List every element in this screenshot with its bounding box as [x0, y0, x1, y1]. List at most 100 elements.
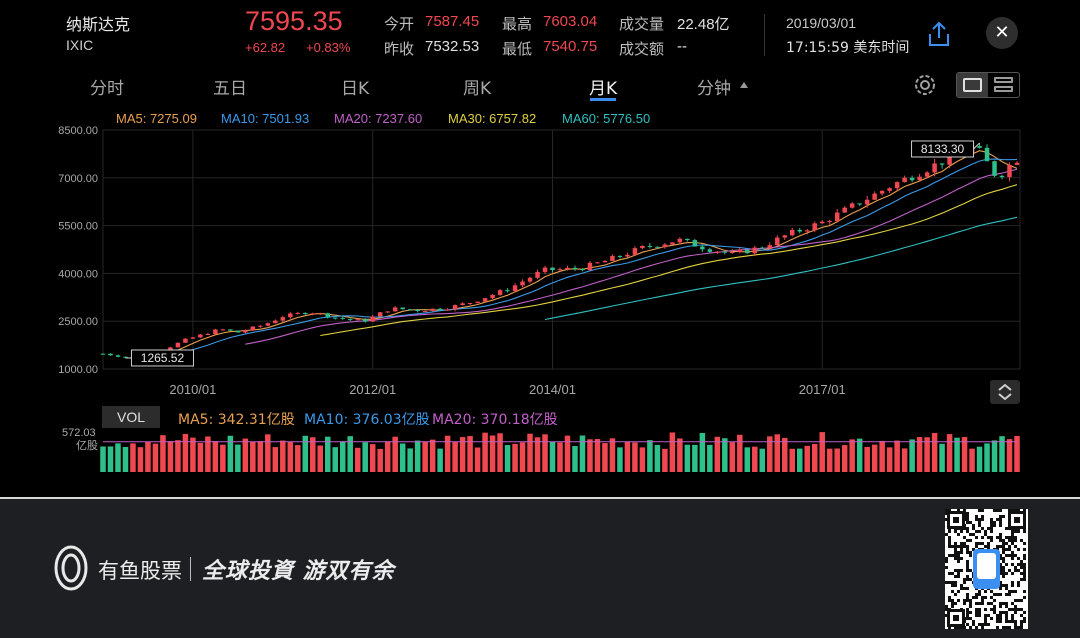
candle-body	[490, 294, 495, 299]
volume-bar	[639, 447, 646, 472]
tab-daily-k[interactable]: 日K	[341, 79, 370, 99]
index-name: 纳斯达克	[66, 15, 131, 34]
candle-body	[310, 313, 316, 315]
tab-monthly-k[interactable]: 月K	[589, 79, 618, 99]
candle-body	[924, 172, 930, 177]
header-divider	[764, 14, 765, 56]
volume-bar	[767, 436, 773, 472]
volume-bar	[369, 444, 376, 472]
share-icon[interactable]	[926, 20, 952, 48]
candle-body	[482, 298, 488, 302]
layout-toggle[interactable]	[956, 72, 1020, 98]
tab-weekly-k[interactable]: 周K	[463, 79, 492, 99]
y-tick-label: 8500.00	[58, 125, 98, 137]
volume-bar	[384, 441, 391, 472]
volume-bar	[886, 447, 893, 472]
volume-bar	[100, 446, 106, 472]
candle-body	[123, 356, 128, 358]
volume-bar	[437, 448, 443, 472]
candle-body	[602, 260, 608, 263]
candle-body	[790, 229, 795, 236]
collapse-expand-icon[interactable]	[990, 380, 1020, 404]
candle-body	[288, 313, 293, 318]
candle-body	[392, 307, 398, 312]
candle-body	[445, 309, 450, 311]
candle-body	[842, 207, 847, 213]
candle-body	[400, 307, 405, 310]
candle-body	[662, 244, 668, 248]
volume-bar	[909, 439, 915, 472]
volume-bar	[474, 447, 481, 472]
candle-body	[475, 301, 480, 303]
volume-bar	[399, 443, 406, 472]
candle-body	[857, 203, 862, 205]
candle-body	[939, 163, 945, 165]
candle-body	[722, 251, 728, 253]
candle-body	[947, 153, 952, 165]
candle-body	[752, 247, 758, 254]
volume-bar	[841, 445, 848, 472]
low-label: 最低	[502, 40, 533, 58]
caret-up-icon[interactable]	[740, 82, 748, 88]
volume-bar	[961, 437, 968, 472]
volume-bar	[205, 436, 211, 472]
ma5-legend: MA5: 7275.09	[116, 111, 197, 126]
volume-bar	[662, 448, 668, 472]
volume-bar	[489, 435, 496, 472]
gear-icon[interactable]	[912, 72, 938, 98]
tab-minute[interactable]: 分钟	[697, 79, 731, 99]
candle-body	[318, 313, 323, 315]
volume-bar	[534, 437, 541, 472]
candle-body	[917, 176, 922, 181]
vol-indicator-button[interactable]: VOL	[102, 406, 160, 428]
candle-body	[879, 190, 885, 194]
volume-bar	[152, 443, 159, 472]
volume-bar	[624, 441, 631, 472]
volume-bar	[692, 444, 698, 472]
volume-bar	[594, 438, 601, 472]
candle-body	[535, 271, 540, 278]
single-pane-icon[interactable]	[957, 73, 988, 97]
ma10-legend: MA10: 7501.93	[221, 111, 309, 126]
volume-bar	[819, 432, 825, 472]
volume-bar	[504, 445, 511, 472]
candle-body	[872, 193, 877, 200]
max-price-annotation: 8133.30	[921, 142, 965, 156]
volume-bar	[699, 432, 706, 472]
candle-body	[760, 247, 765, 249]
kline-chart: MA5: 7275.09 MA10: 7501.93 MA20: 7237.60…	[58, 111, 1021, 397]
volume-bar	[774, 434, 781, 472]
volume-bar	[407, 448, 413, 472]
candle-body	[685, 238, 690, 241]
tab-five-day[interactable]: 五日	[213, 79, 247, 99]
candle-body	[250, 326, 256, 331]
high-value: 7603.04	[543, 13, 598, 30]
volume-bar	[991, 440, 998, 472]
candle-body	[332, 317, 338, 319]
candle-body	[108, 353, 113, 356]
volume-bar	[459, 437, 466, 472]
volume-chart: 572.03 亿股	[62, 427, 1020, 472]
y-tick-label: 5500.00	[58, 221, 98, 233]
close-button[interactable]: ✕	[986, 17, 1018, 49]
candle-body	[273, 320, 278, 324]
candle-body	[647, 245, 653, 247]
low-value: 7540.75	[543, 38, 598, 55]
volume-bar	[287, 441, 294, 472]
plot-frame	[102, 129, 1021, 370]
amount-value: --	[677, 38, 687, 55]
candle-body	[715, 251, 720, 253]
qr-code-icon	[945, 509, 1028, 629]
volume-bar	[677, 438, 683, 472]
high-label: 最高	[502, 15, 533, 33]
price-change: +62.82	[245, 40, 286, 55]
candle-body	[265, 323, 271, 326]
candle-body	[849, 203, 855, 208]
volume-bar	[804, 445, 810, 472]
volume-bar	[115, 443, 121, 472]
tab-timeshare[interactable]: 分时	[90, 79, 124, 99]
volume-bar	[632, 442, 638, 472]
volume-bar	[864, 446, 870, 472]
candle-body	[677, 238, 683, 243]
candle-body	[767, 245, 773, 248]
